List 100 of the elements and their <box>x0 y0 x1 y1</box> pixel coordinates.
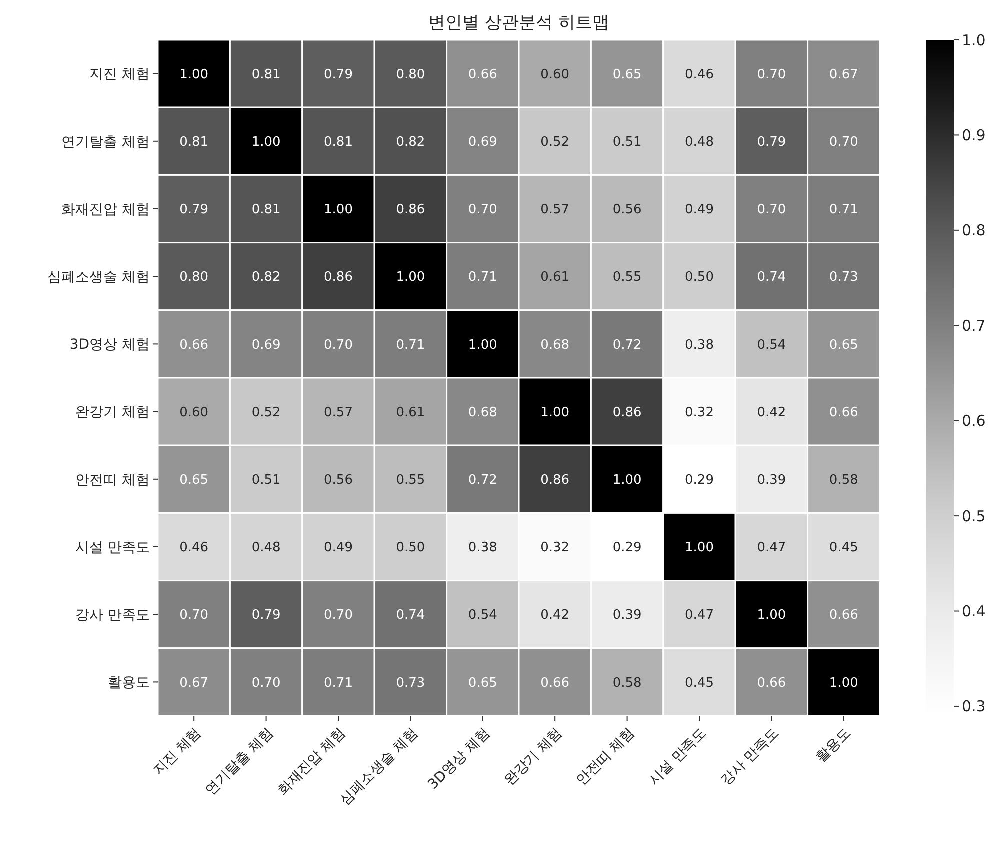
data-label: 0.50 <box>685 270 714 286</box>
data-label: 0.56 <box>324 472 353 488</box>
data-label: 0.71 <box>324 676 353 691</box>
data-label: 0.46 <box>180 540 209 556</box>
data-label: 0.81 <box>324 134 353 150</box>
data-label: 0.86 <box>540 472 570 488</box>
data-label: 0.60 <box>540 67 570 82</box>
data-label: 0.82 <box>396 134 426 150</box>
data-label: 0.67 <box>180 676 209 691</box>
data-label: 0.72 <box>468 472 498 488</box>
y-tick-label: 지진 체험 <box>90 66 150 83</box>
data-label: 0.66 <box>829 608 858 624</box>
data-label: 0.72 <box>612 338 642 353</box>
data-label: 1.00 <box>612 472 642 488</box>
data-label: 0.86 <box>324 270 353 286</box>
data-label: 0.66 <box>757 676 786 691</box>
data-label: 0.86 <box>396 202 426 218</box>
data-label: 0.74 <box>396 608 426 624</box>
data-label: 0.66 <box>468 67 498 82</box>
data-label: 0.65 <box>468 676 498 691</box>
data-label: 0.70 <box>829 134 858 150</box>
data-label: 0.65 <box>180 472 209 488</box>
y-tick-label: 3D영상 체험 <box>70 337 150 354</box>
data-label: 0.81 <box>252 67 281 82</box>
data-label: 0.66 <box>180 338 209 353</box>
data-label: 0.79 <box>757 134 786 150</box>
data-label: 0.42 <box>757 405 786 420</box>
data-label: 0.39 <box>757 472 786 488</box>
y-tick-label: 강사 만족도 <box>76 608 150 624</box>
data-label: 1.00 <box>468 338 498 353</box>
data-label: 0.48 <box>252 540 281 556</box>
data-label: 0.66 <box>829 405 858 420</box>
data-label: 0.50 <box>396 540 426 556</box>
data-label: 0.71 <box>396 338 426 353</box>
data-label: 0.56 <box>612 202 642 218</box>
data-label: 0.79 <box>180 202 209 218</box>
data-label: 1.00 <box>252 134 281 150</box>
x-tick-label: 지진 체험 <box>150 724 204 780</box>
data-label: 0.70 <box>324 608 353 624</box>
data-label: 0.54 <box>757 338 786 353</box>
data-label: 0.49 <box>685 202 714 218</box>
data-label: 0.32 <box>685 405 714 420</box>
data-label: 0.71 <box>829 202 858 218</box>
data-label: 0.51 <box>252 472 281 488</box>
data-label: 0.48 <box>685 134 714 150</box>
data-label: 0.58 <box>612 676 642 691</box>
data-label: 0.70 <box>468 202 498 218</box>
color-bar-label: 1.0 <box>962 31 986 50</box>
data-label: 0.32 <box>540 540 570 556</box>
data-label: 0.38 <box>685 338 714 353</box>
data-label: 0.51 <box>612 134 642 150</box>
data-label: 0.47 <box>685 608 714 624</box>
data-label: 0.67 <box>829 67 858 82</box>
data-label: 0.79 <box>252 608 281 624</box>
data-label: 0.81 <box>252 202 281 218</box>
data-label: 1.00 <box>685 540 714 556</box>
y-tick-label: 활용도 <box>108 675 150 692</box>
color-bar-label: 0.5 <box>962 507 986 526</box>
data-label: 0.57 <box>324 405 353 420</box>
data-label: 0.42 <box>540 608 570 624</box>
data-label: 0.69 <box>468 134 498 150</box>
data-label: 0.29 <box>685 472 714 488</box>
color-bar-label: 0.6 <box>962 412 986 430</box>
data-label: 1.00 <box>324 202 353 218</box>
data-label: 0.66 <box>540 676 570 691</box>
data-label: 0.38 <box>468 540 498 556</box>
data-label: 0.52 <box>252 405 281 420</box>
data-label: 0.74 <box>757 270 786 286</box>
data-label: 0.71 <box>468 270 498 286</box>
data-label: 0.54 <box>468 608 498 624</box>
data-label: 0.81 <box>180 134 209 150</box>
data-label: 0.47 <box>757 540 786 556</box>
data-label: 0.82 <box>252 270 281 286</box>
color-bar-label: 0.9 <box>962 126 986 144</box>
y-tick-label: 안전띠 체험 <box>76 472 150 488</box>
data-label: 0.46 <box>685 67 714 82</box>
data-label: 1.00 <box>396 270 426 286</box>
data-label: 0.70 <box>757 202 786 218</box>
color-bar-label: 0.4 <box>962 602 986 621</box>
data-label: 0.70 <box>324 338 353 353</box>
data-label: 1.00 <box>757 608 786 624</box>
data-label: 0.45 <box>829 540 858 556</box>
data-label: 0.61 <box>540 270 570 286</box>
y-tick-label: 완강기 체험 <box>76 404 150 421</box>
data-label: 0.45 <box>685 676 714 691</box>
color-bar-label: 0.3 <box>962 698 986 716</box>
data-label: 0.86 <box>612 405 642 420</box>
data-label: 0.57 <box>540 202 570 218</box>
y-tick-label: 연기탈출 체험 <box>62 134 150 150</box>
data-label: 0.39 <box>612 608 642 624</box>
data-label: 0.68 <box>468 405 498 420</box>
data-label: 0.73 <box>829 270 858 286</box>
data-label: 1.00 <box>829 676 858 691</box>
data-label: 0.58 <box>829 472 858 488</box>
data-label: 0.52 <box>540 134 570 150</box>
data-label: 0.80 <box>396 67 426 82</box>
data-label: 0.61 <box>396 405 426 420</box>
data-label: 0.49 <box>324 540 353 556</box>
data-label: 0.69 <box>252 338 281 353</box>
data-label: 1.00 <box>540 405 570 420</box>
